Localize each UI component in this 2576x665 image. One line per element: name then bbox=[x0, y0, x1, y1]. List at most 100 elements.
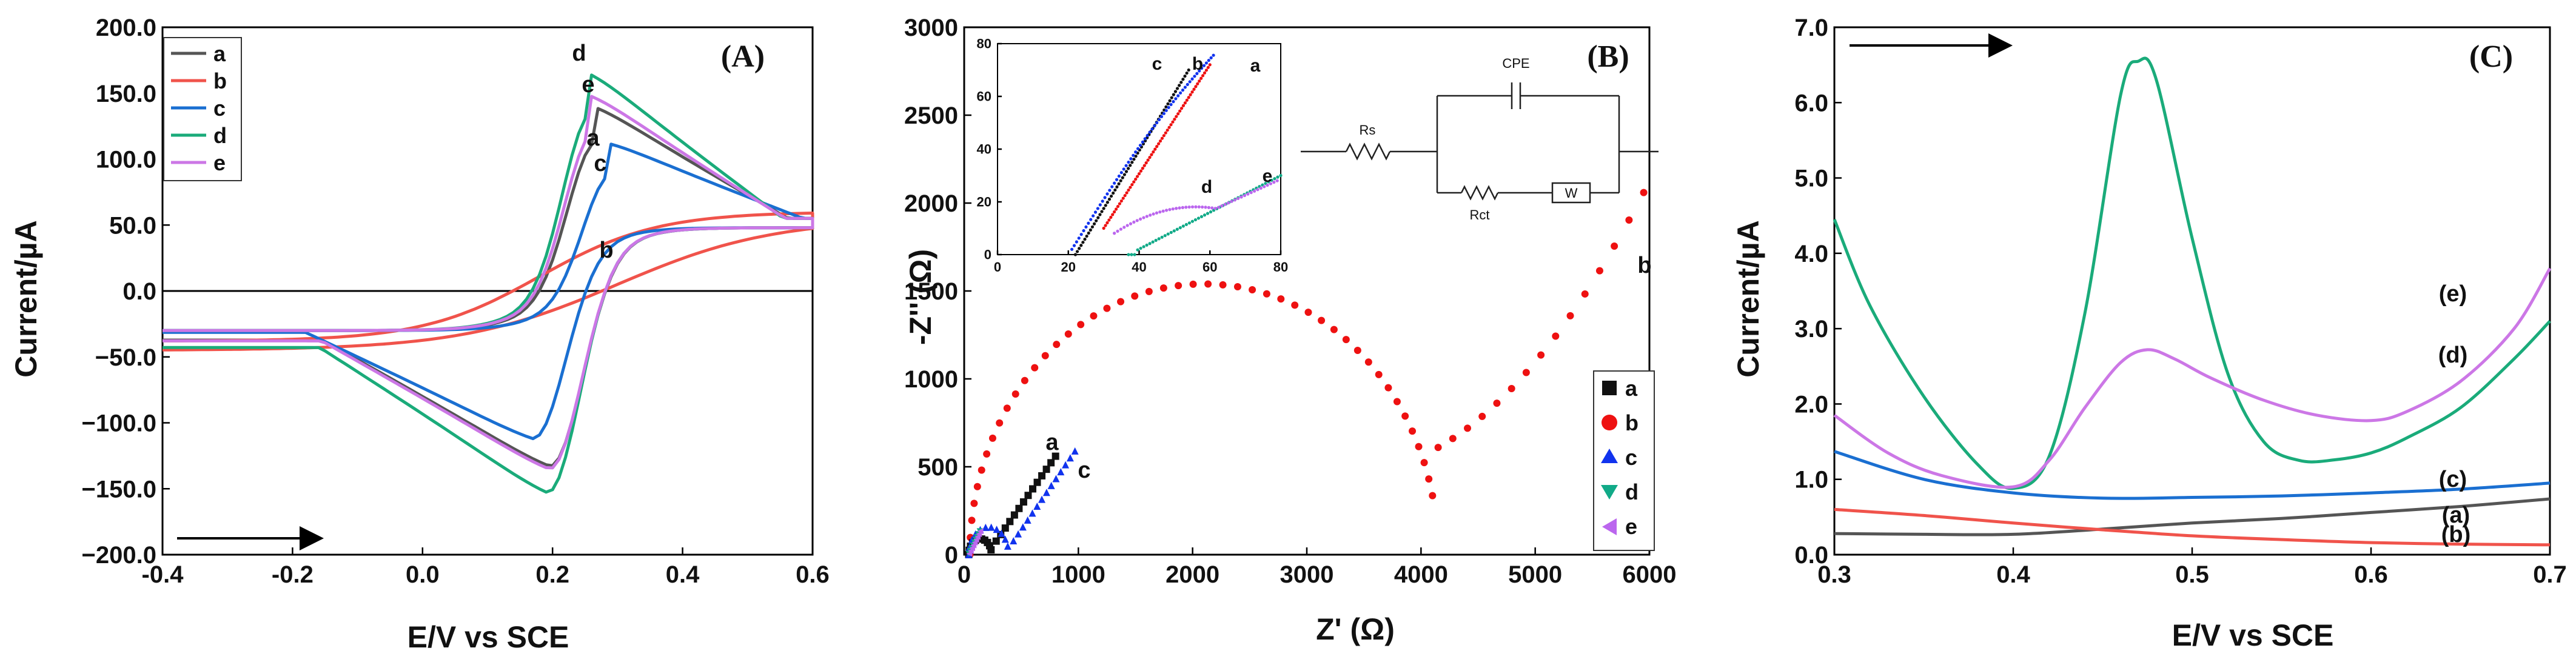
nyquist-point-b bbox=[1053, 341, 1061, 349]
nyquist-point-a bbox=[1052, 452, 1059, 460]
inset-point-c bbox=[1172, 100, 1175, 104]
inset-xtick-label: 0 bbox=[994, 259, 1001, 275]
inset-point-e bbox=[1113, 232, 1116, 235]
inset-point-a bbox=[1081, 241, 1085, 244]
inset-point-c bbox=[1181, 89, 1185, 92]
panel-b-ytick-label: 3000 bbox=[904, 15, 958, 41]
panel-b-label: (B) bbox=[1587, 39, 1629, 74]
inset-point-e bbox=[1194, 205, 1198, 209]
inset-point-a bbox=[1100, 210, 1104, 213]
inset-point-b bbox=[1171, 120, 1175, 124]
panel-b-annotation-a: a bbox=[1045, 430, 1059, 455]
inset-point-b bbox=[1141, 167, 1144, 170]
nyquist-point-b bbox=[1493, 399, 1501, 407]
inset-point-b bbox=[1146, 158, 1150, 162]
panel-b-ytick-label: 500 bbox=[917, 454, 958, 481]
inset-ytick-label: 80 bbox=[977, 36, 991, 52]
nyquist-point-b bbox=[1131, 292, 1139, 300]
inset-point-c bbox=[1193, 75, 1196, 78]
panel-b-legend-marker-e bbox=[1602, 518, 1617, 535]
inset-point-e bbox=[1236, 196, 1240, 201]
inset-point-c bbox=[1101, 199, 1104, 203]
inset-point-a bbox=[1083, 238, 1087, 241]
nyquist-point-b bbox=[1595, 267, 1603, 275]
panel-b-legend-d: d bbox=[1625, 480, 1639, 504]
inset-point-d bbox=[1193, 218, 1198, 222]
inset-point-b bbox=[1189, 93, 1192, 96]
inset-point-d bbox=[1190, 219, 1195, 223]
inset-point-c bbox=[1162, 112, 1166, 115]
panel-b-ytick-label: 1500 bbox=[904, 278, 958, 305]
panel-c-xlabel: E/V vs SCE bbox=[2172, 618, 2334, 652]
inset-point-e bbox=[1187, 205, 1191, 209]
inset-point-e bbox=[1266, 183, 1269, 187]
inset-point-a bbox=[1173, 90, 1178, 93]
nyquist-point-c bbox=[993, 526, 1001, 533]
inset-point-a bbox=[1168, 99, 1172, 102]
inset-point-b bbox=[1202, 71, 1207, 75]
inset-label-b: b bbox=[1192, 54, 1203, 74]
inset-point-e bbox=[1175, 207, 1178, 210]
inset-point-e bbox=[1239, 195, 1243, 199]
circuit-label-rs: Rs bbox=[1360, 122, 1376, 138]
inset-point-d bbox=[1181, 224, 1185, 228]
panel-c-ytick-label: 5.0 bbox=[1794, 165, 1828, 192]
inset-point-b bbox=[1116, 204, 1120, 209]
inset-point-c bbox=[1200, 66, 1204, 70]
inset-point-c bbox=[1179, 91, 1182, 95]
nyquist-point-b bbox=[1508, 385, 1515, 393]
inset-point-b bbox=[1118, 202, 1121, 206]
inset-point-b bbox=[1123, 193, 1127, 198]
inset-point-d bbox=[1270, 178, 1273, 182]
nyquist-point-a bbox=[1019, 498, 1027, 506]
inset-point-c bbox=[1150, 127, 1154, 131]
panel-c-xtick-label: 0.5 bbox=[2175, 561, 2209, 588]
nyquist-point-c bbox=[1038, 495, 1046, 503]
panel-c-ytick-label: 0.0 bbox=[1794, 542, 1828, 569]
inset-point-c bbox=[1145, 133, 1149, 138]
inset-point-e bbox=[1269, 182, 1273, 185]
inset-point-e bbox=[1230, 199, 1233, 203]
panel-a-ytick-label: 100.0 bbox=[96, 147, 156, 173]
inset-point-c bbox=[1089, 218, 1093, 221]
inset-point-b bbox=[1134, 177, 1138, 181]
inset-point-e bbox=[1227, 201, 1230, 205]
nyquist-point-c bbox=[1052, 475, 1060, 483]
nyquist-point-b bbox=[1277, 295, 1285, 303]
inset-point-c bbox=[1113, 181, 1116, 185]
nyquist-point-b bbox=[1175, 282, 1182, 290]
circuit-label-w: W bbox=[1565, 185, 1578, 201]
inset-point-a bbox=[1096, 216, 1100, 219]
panel-c-annotation-e: (e) bbox=[2439, 281, 2467, 307]
panel-b-legend-b: b bbox=[1625, 410, 1639, 435]
inset-point-d bbox=[1199, 215, 1204, 218]
panel-a-xlabel: E/V vs SCE bbox=[408, 620, 569, 654]
inset-point-a bbox=[1175, 87, 1179, 90]
inset-point-b bbox=[1175, 115, 1178, 118]
inset-point-c bbox=[1212, 53, 1215, 57]
panel-a: (A) E/V vs SCE Current/µA -0.4 -0.2 0.0 0.2… bbox=[9, 15, 830, 654]
inset-point-d bbox=[1139, 246, 1142, 250]
inset-point-a bbox=[1107, 198, 1112, 201]
inset-point-d bbox=[1276, 175, 1280, 179]
inset-point-b bbox=[1132, 180, 1136, 184]
inset-point-d bbox=[1206, 212, 1210, 215]
panel-a-legend-e: e bbox=[213, 150, 226, 175]
inset-point-e bbox=[1272, 181, 1276, 184]
inset-point-c bbox=[1169, 102, 1173, 107]
inset-ytick-label: 0 bbox=[984, 247, 991, 262]
inset-point-d bbox=[1184, 222, 1188, 227]
nyquist-point-b bbox=[1249, 286, 1256, 293]
nyquist-point-b bbox=[1449, 435, 1457, 443]
inset-point-a bbox=[1130, 161, 1134, 164]
panel-a-xtick-label: -0.4 bbox=[142, 561, 184, 588]
inset-point-c bbox=[1098, 203, 1102, 207]
inset-point-d bbox=[1279, 173, 1283, 178]
nyquist-point-c bbox=[1066, 454, 1074, 462]
nyquist-point-a bbox=[1010, 511, 1018, 519]
nyquist-point-a bbox=[992, 537, 1000, 545]
nyquist-point-b bbox=[1415, 443, 1423, 450]
inset-point-e bbox=[1135, 219, 1139, 222]
inset-point-c bbox=[1186, 82, 1189, 86]
